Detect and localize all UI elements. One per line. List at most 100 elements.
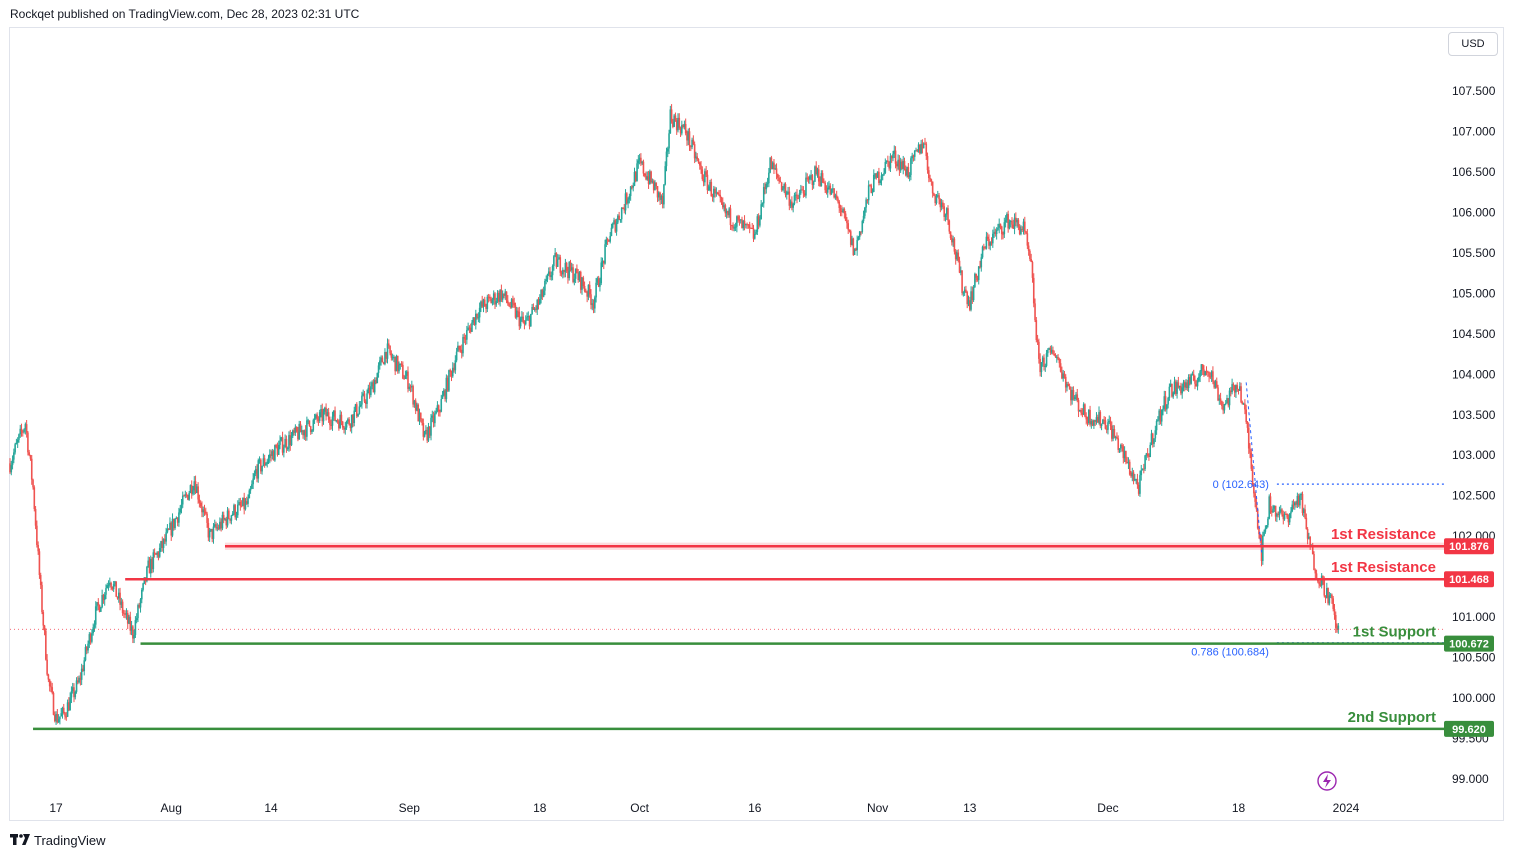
candle-body — [295, 426, 298, 432]
candle-body — [952, 238, 954, 243]
candle-body — [336, 420, 339, 422]
candle-body — [1247, 427, 1250, 449]
candle-body — [353, 410, 356, 424]
candle-body — [196, 486, 198, 493]
candle-body — [1062, 373, 1064, 379]
candle-body — [629, 186, 632, 197]
candle-body — [398, 364, 400, 372]
candle-body — [495, 301, 498, 305]
candle-body — [526, 317, 528, 321]
candle-body — [417, 404, 420, 422]
candle-body — [412, 386, 414, 405]
candle-body — [158, 548, 161, 557]
candle-body — [1159, 410, 1162, 422]
candle-body — [594, 297, 596, 309]
candle-body — [100, 607, 102, 612]
candle-body — [1181, 387, 1183, 394]
candle-body — [501, 293, 504, 300]
candle-body — [743, 220, 746, 225]
candle-body — [101, 595, 103, 608]
candle-body — [637, 160, 640, 164]
candle-body — [230, 515, 233, 521]
candle-body — [393, 356, 395, 358]
candle-body — [364, 401, 367, 404]
candle-body — [1112, 429, 1114, 439]
candle-body — [389, 345, 391, 354]
candle-body — [544, 280, 546, 291]
candle-body — [499, 289, 501, 302]
candle-body — [608, 239, 610, 242]
candle-body — [611, 223, 614, 228]
candle-body — [73, 687, 75, 698]
candle-body — [966, 292, 969, 305]
candle-body — [1323, 579, 1326, 596]
candle-body — [1013, 217, 1016, 229]
candle-body — [1018, 226, 1021, 235]
candle-body — [234, 505, 237, 518]
candle-body — [590, 294, 592, 305]
candle-body — [1104, 420, 1107, 429]
candle-body — [739, 219, 742, 221]
candle-body — [577, 273, 579, 281]
candle-body — [147, 560, 150, 567]
candle-body — [1287, 517, 1290, 523]
candle-body — [263, 458, 266, 466]
candle-body — [1279, 509, 1282, 512]
candle-body — [19, 428, 22, 435]
candle-body — [62, 707, 65, 714]
candle-body — [46, 659, 48, 675]
candle-body — [810, 175, 812, 177]
candle-body — [1306, 529, 1309, 539]
candle-body — [971, 291, 974, 301]
candle-body — [986, 236, 989, 239]
candle-body — [1208, 372, 1210, 377]
candle-body — [537, 299, 540, 305]
candle-body — [1327, 588, 1329, 604]
candle-body — [547, 271, 550, 275]
candle-body — [28, 452, 30, 456]
candle-body — [357, 413, 359, 417]
candle-body — [82, 668, 84, 672]
candle-body — [1057, 357, 1059, 360]
candle-body — [1119, 444, 1122, 449]
candle-body — [302, 430, 304, 436]
candle-body — [807, 178, 810, 180]
candle-body — [838, 201, 841, 209]
candle-body — [142, 583, 144, 590]
candle-body — [1213, 381, 1215, 388]
candle-body — [443, 390, 445, 396]
candle-body — [709, 181, 711, 187]
candle-body — [559, 257, 562, 273]
x-tick-label: 14 — [264, 801, 278, 815]
candle-body — [688, 131, 691, 147]
candle-body — [1126, 462, 1128, 464]
candle-body — [270, 454, 272, 456]
y-tick-label: 104.000 — [1452, 367, 1496, 381]
candle-body — [951, 238, 953, 243]
chart-frame — [9, 27, 1504, 821]
candle-body — [326, 412, 329, 417]
candle-body — [1320, 575, 1323, 586]
candle-body — [405, 371, 408, 376]
candle-body — [576, 268, 578, 274]
currency-button[interactable]: USD — [1448, 32, 1498, 56]
candle-body — [477, 317, 480, 319]
candle-body — [1117, 438, 1120, 450]
tradingview-branding[interactable]: TradingView — [10, 831, 106, 849]
candle-body — [834, 195, 837, 198]
candle-body — [9, 463, 11, 473]
candle-body — [785, 192, 788, 195]
candle-body — [1059, 363, 1062, 372]
candle-body — [542, 290, 545, 297]
candle-body — [290, 436, 293, 446]
candle-body — [400, 363, 403, 365]
x-tick-label: 16 — [748, 801, 762, 815]
candle-body — [928, 170, 930, 179]
candle-body — [349, 424, 352, 429]
candle-body — [449, 370, 452, 372]
candle-body — [367, 387, 370, 394]
candle-body — [738, 219, 741, 221]
candle-body — [734, 226, 737, 228]
candle-body — [675, 120, 678, 131]
